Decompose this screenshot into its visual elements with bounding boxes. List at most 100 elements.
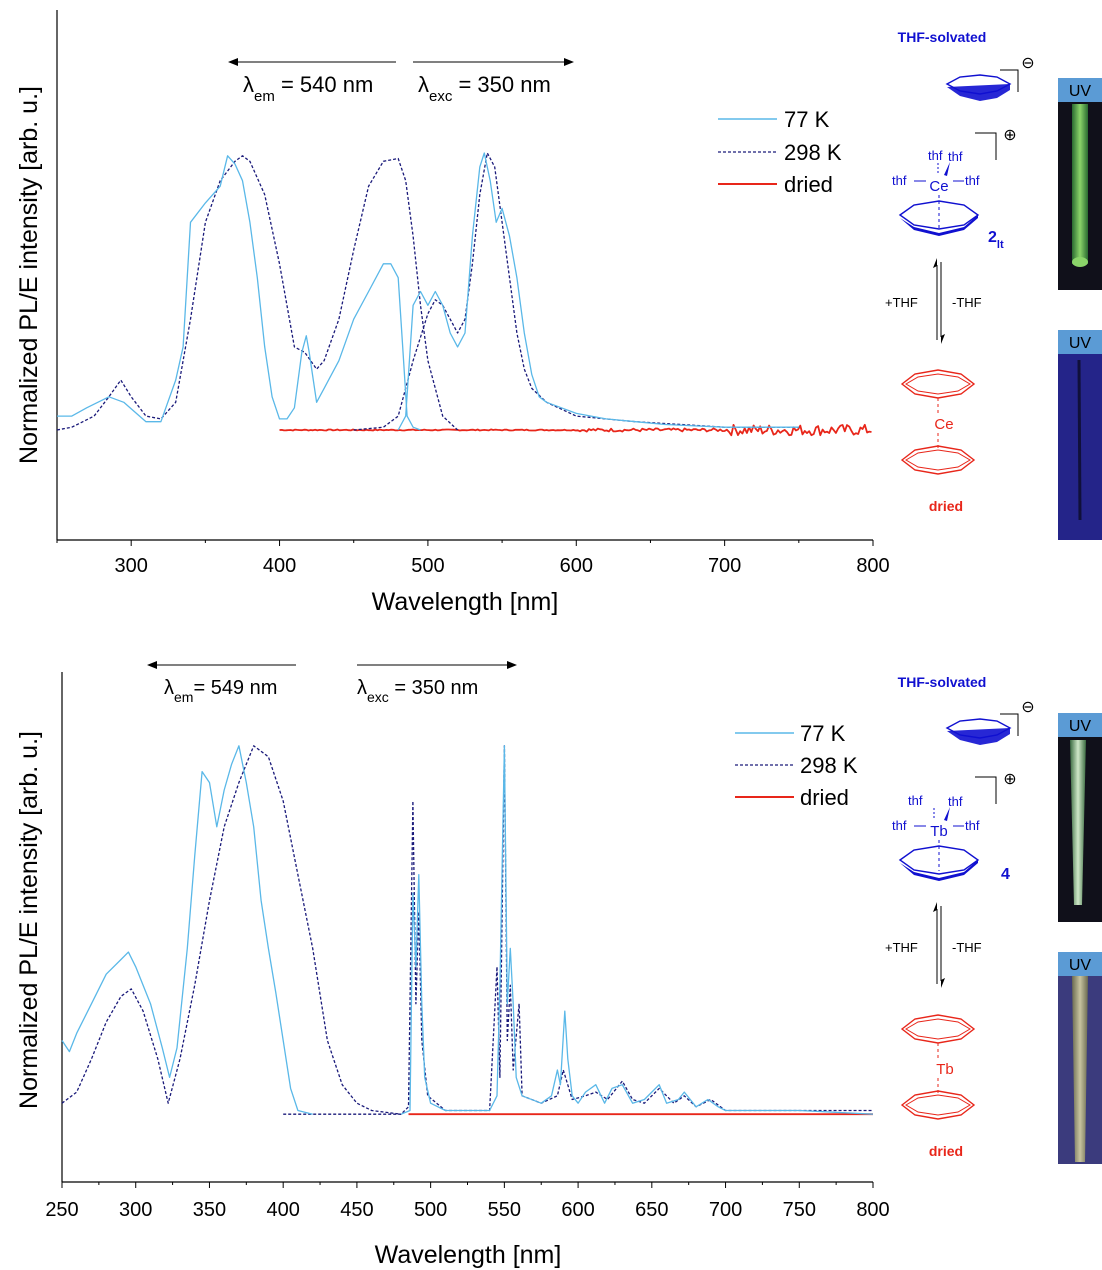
minus-charge: ⊖ [1021,55,1034,72]
series-298k-line [56,155,459,431]
metal-center: Ce [929,178,948,195]
ligand-thf-4: thf [965,818,980,833]
series-298k-line [283,745,873,1115]
uv-tag [1058,952,1102,976]
x-tick-label: 400 [266,1199,299,1221]
uv-tag [1058,713,1102,737]
legend-label-dried: dried [800,785,849,810]
x-tick-label: 700 [709,1199,742,1221]
x-tick-label: 250 [45,1199,78,1221]
ligand-thf-1: thf [928,148,943,163]
y-axis-label: Normalized PL/E intensity [arb. u.] [15,86,43,464]
x-tick-label: 500 [411,555,444,577]
x-tick-label: 800 [856,555,889,577]
x-axis-label: Wavelength [nm] [375,1241,562,1269]
panel-top: 300 400 500 600 700 800 Wavelength [nm] Norma… [15,10,1102,616]
x-tick-label: 350 [193,1199,226,1221]
molecule-structure: THF-solvated ⊖ ⊕ thf thf thf thf Ce [885,29,1035,514]
plot-area [56,152,872,437]
legend-label-298k: 298 K [800,753,858,778]
compound-number: 2lt [988,229,1004,251]
dried-label: dried [929,498,963,514]
ligand-thf-3: thf [892,818,907,833]
compound-number: 4 [1001,866,1010,883]
dried-metal: Tb [936,1061,954,1078]
molecule-structure: THF-solvated ⊖ ⊕ thf thf thf thf Tb [885,674,1035,1159]
ligand-thf-4: thf [965,173,980,188]
series-298k-line [61,745,402,1115]
x-tick-label: 400 [263,555,296,577]
uv-photo-solvated: UV [1058,713,1102,922]
cot-ring-coordinated [898,200,980,236]
y-axis-label: Normalized PL/E intensity [arb. u.] [15,731,43,1109]
exc-label: λexc = 350 nm [418,72,551,105]
uv-tag-label: UV [1069,83,1092,100]
panel-bottom: 250 300 350 400 450 500 550 600 650 700 750 800 Wav… [15,661,1102,1269]
legend-label-298k: 298 K [784,140,842,165]
metal-center: Tb [930,823,948,840]
minus-thf-label: -THF [952,940,982,955]
uv-tag-label: UV [1069,335,1092,352]
ligand-thf-2: thf [948,149,963,164]
cation-bracket [975,776,997,804]
x-axis-label: Wavelength [nm] [372,588,559,616]
minus-thf-label: -THF [952,295,982,310]
equilibrium-arrows [933,902,945,988]
plus-thf-label: +THF [885,940,918,955]
legend: 77 K 298 K dried [718,107,842,197]
dried-metal: Ce [934,416,953,433]
legend-label-dried: dried [784,172,833,197]
anion-bracket [1000,713,1019,736]
uv-tag [1058,78,1102,102]
series-77k-line [400,745,874,1115]
legend-label-77k: 77 K [800,721,846,746]
uv-tag-label: UV [1069,718,1092,735]
exc-annotation: λexc = 350 nm [413,58,574,105]
plot-area [61,745,874,1116]
ligand-thf-1: thf [908,793,923,808]
cot-anion-ring [945,74,1012,101]
em-annotation: λem= 549 nm [147,661,296,705]
series-dried-line [279,423,872,437]
uv-tag-label: UV [1069,957,1092,974]
x-tick-label: 500 [414,1199,447,1221]
minus-charge: ⊖ [1021,699,1034,716]
anion-bracket [1000,69,1019,92]
x-tick-label: 750 [783,1199,816,1221]
em-label: λem= 549 nm [164,677,277,705]
x-tick-label: 650 [635,1199,668,1221]
x-tick-label: 300 [114,555,147,577]
uv-photo-dried: UV [1058,330,1102,540]
x-tick-label: 600 [561,1199,594,1221]
legend-label-77k: 77 K [784,107,830,132]
cot-ring-coordinated [898,845,980,881]
series-77k-line [61,745,313,1115]
x-tick-group: 250 300 350 400 450 500 550 600 650 700 750 800 [45,1182,890,1221]
exc-annotation: λexc = 350 nm [357,661,517,705]
ligand-thf-2: thf [948,794,963,809]
thf-solvated-label: THF-solvated [898,29,987,45]
x-tick-label: 800 [856,1199,889,1221]
x-tick-label: 700 [708,555,741,577]
plus-thf-label: +THF [885,295,918,310]
uv-tag [1058,330,1102,354]
exc-label: λexc = 350 nm [357,677,478,705]
uv-photo-solvated: UV [1058,78,1102,290]
legend: 77 K 298 K dried [735,721,858,810]
cation-bracket [975,132,997,160]
dried-sandwich: Tb [900,1014,976,1120]
series-77k-line [57,155,421,431]
x-tick-group: 300 400 500 600 700 800 [56,540,890,577]
equilibrium-arrows [933,258,945,344]
series-77k-line [397,152,799,431]
em-annotation: λem = 540 nm [228,58,396,105]
em-label: λem = 540 nm [243,72,373,105]
x-tick-label: 300 [119,1199,152,1221]
uv-photo-dried: UV [1058,952,1102,1164]
dried-label: dried [929,1143,963,1159]
plus-charge: ⊕ [1003,127,1016,144]
ligand-thf-3: thf [892,173,907,188]
cot-anion-ring [945,718,1012,745]
x-tick-label: 600 [560,555,593,577]
